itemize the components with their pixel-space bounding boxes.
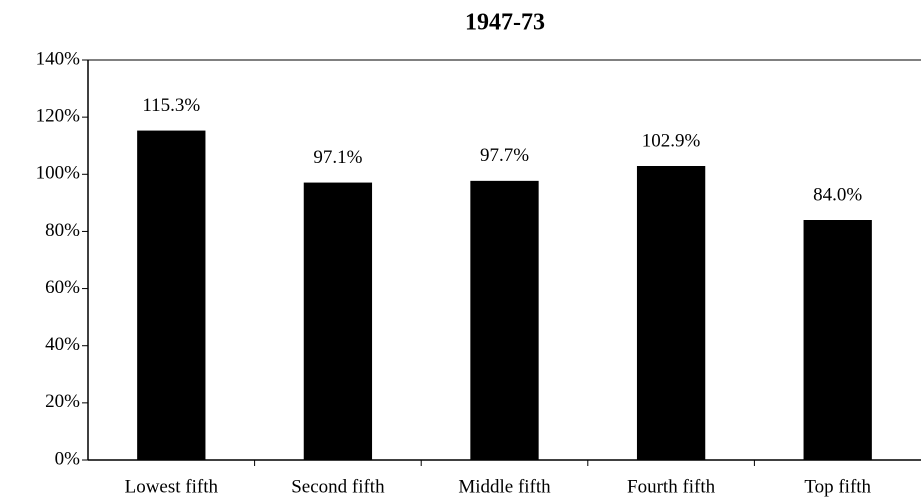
y-tick-label: 20% bbox=[45, 391, 80, 412]
y-tick-label: 60% bbox=[45, 277, 80, 298]
x-tick-label: Middle fifth bbox=[458, 476, 551, 497]
y-tick-label: 40% bbox=[45, 334, 80, 355]
data-label: 115.3% bbox=[142, 95, 200, 116]
bar bbox=[803, 220, 872, 460]
chart-title: 1947-73 bbox=[465, 10, 545, 36]
bar bbox=[137, 130, 206, 461]
x-tick-label: Lowest fifth bbox=[125, 476, 219, 497]
y-tick-label: 100% bbox=[36, 163, 81, 184]
y-tick-label: 0% bbox=[55, 448, 81, 469]
data-label: 84.0% bbox=[813, 184, 862, 205]
x-tick-label: Second fifth bbox=[291, 476, 385, 497]
x-tick-label: Fourth fifth bbox=[627, 476, 716, 497]
data-label: 102.9% bbox=[642, 130, 701, 151]
y-tick-label: 140% bbox=[36, 48, 81, 69]
y-tick-label: 80% bbox=[45, 220, 80, 241]
y-tick-label: 120% bbox=[36, 106, 81, 127]
data-label: 97.7% bbox=[480, 145, 529, 166]
bar bbox=[470, 180, 539, 460]
bar bbox=[636, 166, 706, 460]
data-label: 97.1% bbox=[313, 147, 362, 168]
bar bbox=[303, 182, 373, 461]
x-tick-label: Top fifth bbox=[804, 476, 871, 497]
